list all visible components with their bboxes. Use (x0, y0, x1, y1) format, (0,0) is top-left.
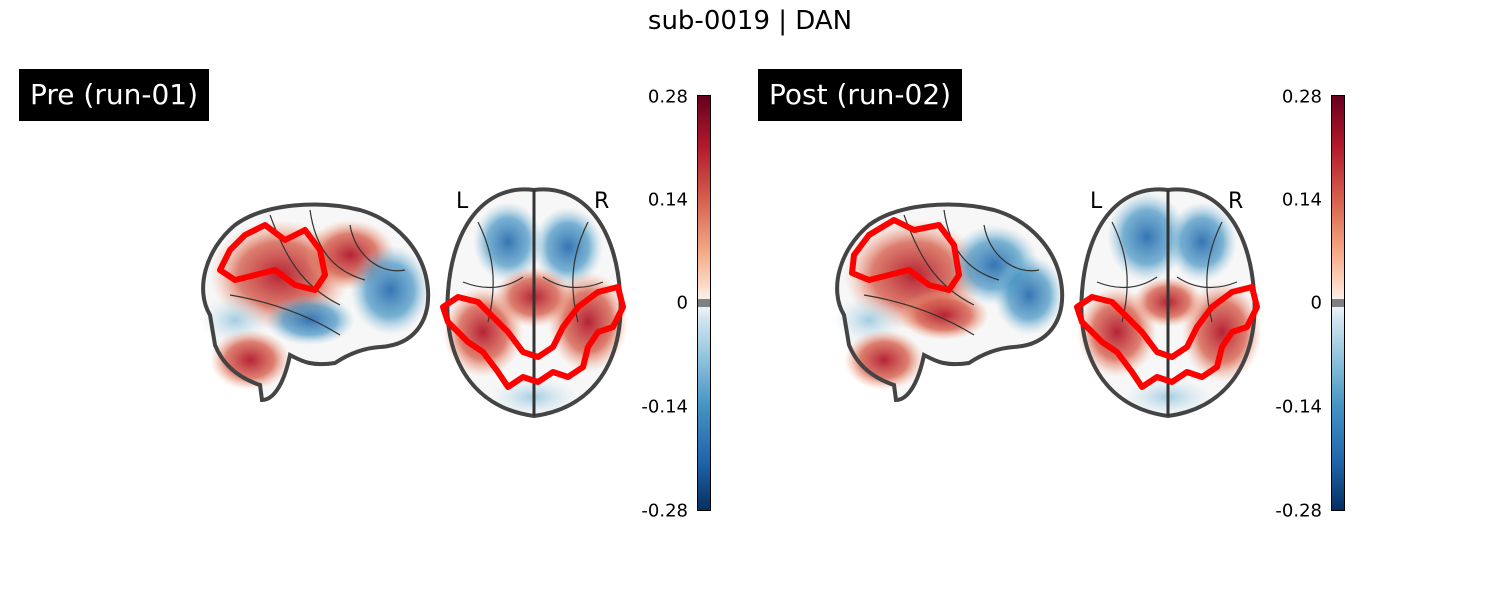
colorbar-zero-band (1332, 298, 1344, 308)
panel-label: Pre (run-01) (19, 69, 209, 121)
axial-brain-view (440, 187, 628, 419)
right-marker: R (1228, 189, 1244, 214)
axial-brain-view (1074, 187, 1262, 419)
colorbar-tick-label: 0.14 (647, 189, 688, 211)
colorbar-tick-label: 0.28 (1281, 86, 1322, 108)
colorbar (697, 95, 711, 511)
figure-title: sub-0019 | DAN (647, 6, 853, 36)
colorbar-tick-label: -0.28 (641, 500, 688, 522)
panel-label: Post (run-02) (758, 69, 963, 121)
panel-pre: Pre (run-01) L R 0.28 0.14 0 -0.14 -0.28 (19, 69, 711, 522)
left-marker: L (1090, 189, 1103, 214)
sagittal-brain-view (200, 202, 431, 403)
colorbar-tick-label: -0.14 (641, 396, 688, 418)
colorbar-tick-label: 0 (676, 292, 688, 314)
left-marker: L (456, 189, 469, 214)
colorbar-zero-band (698, 298, 710, 308)
sagittal-brain-view (834, 202, 1065, 403)
colorbar-tick-label: 0 (1310, 292, 1322, 314)
colorbar-tick-label: -0.28 (1275, 500, 1322, 522)
colorbar-tick-label: -0.14 (1275, 396, 1322, 418)
colorbar (1331, 95, 1345, 511)
colorbar-tick-label: 0.28 (647, 86, 688, 108)
colorbar-tick-label: 0.14 (1281, 189, 1322, 211)
right-marker: R (594, 189, 610, 214)
panel-post: Post (run-02) L R 0.28 0.14 0 -0.14 -0.2… (634, 0, 1384, 600)
